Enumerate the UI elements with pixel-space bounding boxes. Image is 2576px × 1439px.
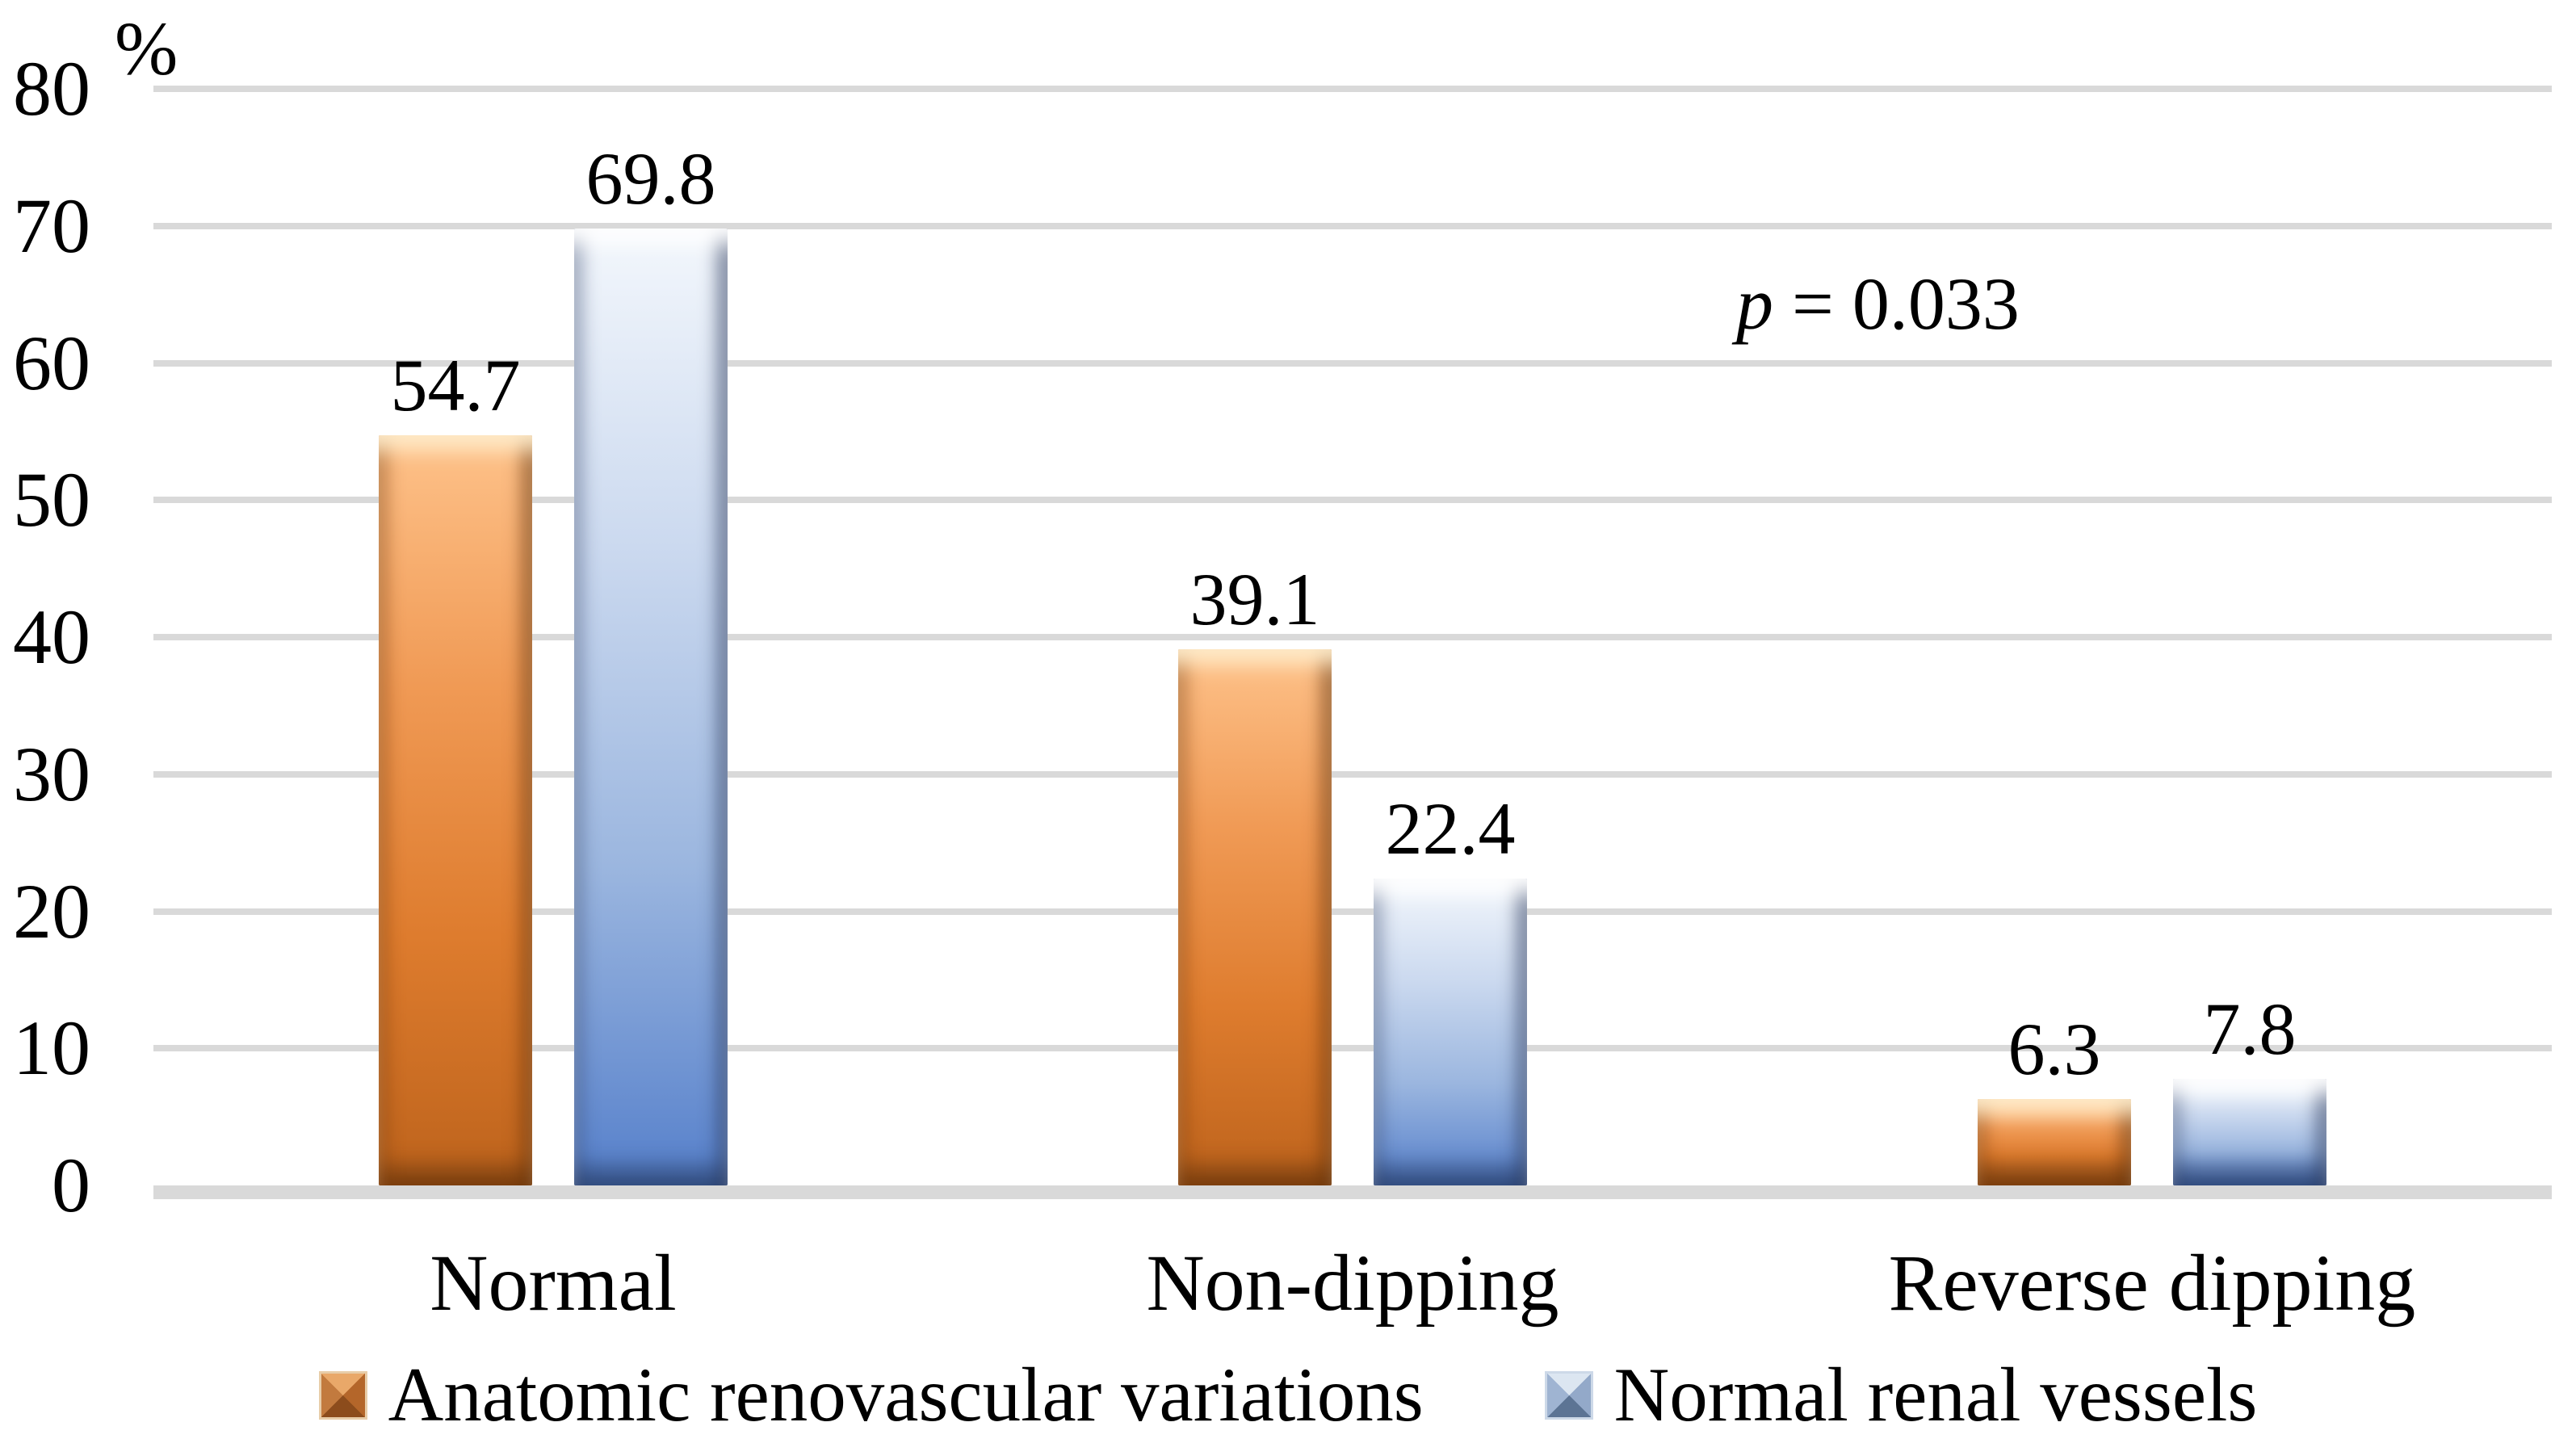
- p-value-annotation: p = 0.033: [1736, 262, 2020, 345]
- x-axis-label-normal: Normal: [430, 1238, 677, 1328]
- data-label-reverse-dipping-series-1: 7.8: [2203, 987, 2297, 1070]
- legend-label-1: Normal renal vessels: [1613, 1352, 2258, 1437]
- plot-area: 54.7 69.8 39.1 22.4 6.3 7.8: [153, 86, 2552, 1199]
- category-group-normal: 54.7 69.8: [153, 89, 953, 1185]
- gridline-70: [153, 222, 2552, 229]
- y-tick-label-70: 70: [13, 182, 90, 269]
- bar-groups: 54.7 69.8 39.1 22.4 6.3 7.8: [153, 89, 2552, 1185]
- y-tick-label-10: 10: [13, 1005, 90, 1092]
- y-tick-label-80: 80: [13, 45, 90, 132]
- gridline-40: [153, 634, 2552, 640]
- category-group-non-dipping: 39.1 22.4: [953, 89, 1752, 1185]
- gridline-0: [153, 1185, 2552, 1199]
- gridline-80: [153, 86, 2552, 92]
- gridline-10: [153, 1045, 2552, 1052]
- y-tick-label-20: 20: [13, 867, 90, 954]
- x-axis-label-reverse-dipping: Reverse dipping: [1888, 1238, 2416, 1328]
- gridline-60: [153, 359, 2552, 367]
- gridline-20: [153, 908, 2552, 915]
- legend-item-1: Normal renal vessels: [1544, 1352, 2258, 1437]
- category-group-reverse-dipping: 6.3 7.8: [1752, 89, 2552, 1185]
- legend-item-0: Anatomic renovascular variations: [318, 1352, 1424, 1437]
- bar-normal-series-1: 69.8: [574, 141, 728, 1185]
- data-label-non-dipping-series-0: 39.1: [1189, 558, 1320, 641]
- gridline-50: [153, 497, 2552, 504]
- p-symbol: p: [1736, 262, 1773, 345]
- x-axis-labels: Normal Non-dipping Reverse dipping: [153, 1239, 2552, 1328]
- y-tick-label-60: 60: [13, 319, 90, 406]
- legend-marker-icon-1: [1544, 1370, 1593, 1420]
- legend: Anatomic renovascular variations Normal r…: [0, 1357, 2576, 1433]
- data-label-non-dipping-series-1: 22.4: [1385, 787, 1516, 870]
- data-label-normal-series-1: 69.8: [585, 137, 716, 220]
- y-axis-title: %: [115, 7, 178, 91]
- bar-non-dipping-series-0: 39.1: [1178, 562, 1332, 1185]
- y-tick-label-40: 40: [13, 594, 90, 680]
- bar-reverse-dipping-series-1: 7.8: [2173, 992, 2326, 1185]
- y-tick-label-50: 50: [13, 456, 90, 543]
- y-tick-label-0: 0: [52, 1142, 90, 1228]
- p-value-text: = 0.033: [1792, 262, 2020, 345]
- y-axis-labels: 0 10 20 30 40 50 60 70 80: [0, 0, 90, 1439]
- bar-reverse-dipping-series-0: 6.3: [1978, 1012, 2131, 1185]
- x-axis-label-non-dipping: Non-dipping: [1146, 1238, 1559, 1328]
- data-label-reverse-dipping-series-0: 6.3: [2008, 1008, 2101, 1091]
- gridline-30: [153, 770, 2552, 778]
- bar-non-dipping-series-1: 22.4: [1374, 791, 1527, 1185]
- data-label-normal-series-0: 54.7: [390, 344, 521, 427]
- legend-marker-icon-0: [318, 1370, 367, 1420]
- legend-label-0: Anatomic renovascular variations: [388, 1352, 1424, 1437]
- y-tick-label-30: 30: [13, 730, 90, 817]
- bar-normal-series-0: 54.7: [379, 348, 532, 1185]
